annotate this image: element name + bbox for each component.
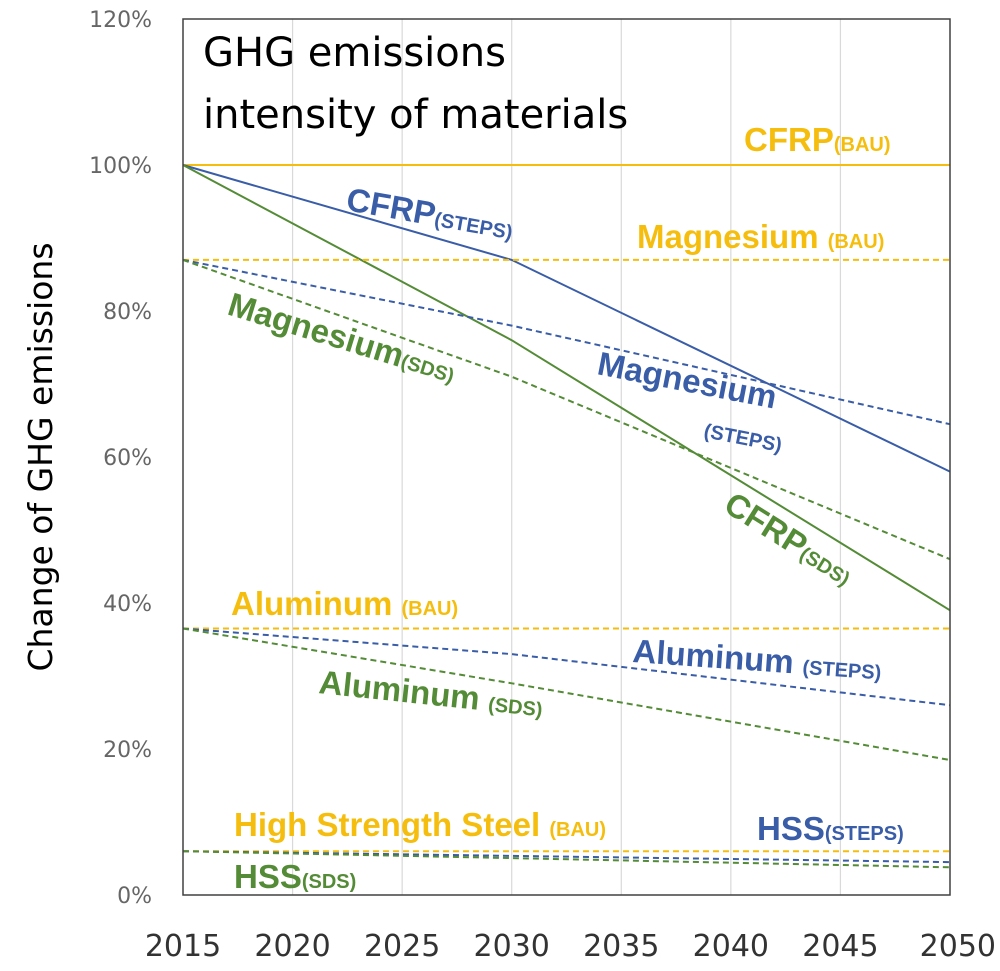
series-line-hss-steps	[182, 850, 951, 864]
label-hss-sds: HSS(SDS)	[234, 858, 356, 895]
x-tick-label-2030: 2030	[474, 929, 550, 964]
x-tick-labels: 2015 2020 2025 2030 2035 2040 2045 2050	[145, 929, 996, 964]
y-axis-label: Change of GHG emissions	[21, 242, 60, 671]
y-tick-label-80: 80%	[103, 300, 152, 325]
x-tick-label-2015: 2015	[145, 929, 221, 964]
y-tick-label-100: 100%	[89, 154, 152, 179]
plot-frame	[182, 18, 951, 896]
y-tick-label-20: 20%	[103, 738, 152, 763]
y-tick-label-0: 0%	[117, 884, 152, 909]
y-tick-label-60: 60%	[103, 446, 152, 471]
y-tick-labels: 0% 20% 40% 60% 80% 100% 120%	[89, 8, 152, 909]
label-magnesium-sds: Magnesium(SDS)	[224, 285, 461, 389]
label-cfrp-sds: CFRP(SDS)	[718, 485, 860, 593]
series-line-cfrp-steps	[182, 164, 951, 473]
label-high-strength-steel-bau: High Strength Steel (BAU)	[234, 806, 606, 843]
x-tick-label-2045: 2045	[802, 929, 878, 964]
chart-title-line-2: intensity of materials	[203, 92, 628, 138]
y-tick-label-120: 120%	[89, 8, 152, 33]
series-line-aluminum-steps	[182, 627, 951, 707]
series-line-aluminum-sds	[182, 627, 951, 761]
label-aluminum-sds: Aluminum (SDS)	[317, 663, 545, 723]
label-magnesium-steps: Magnesium	[595, 345, 780, 416]
series-line-magnesium-steps	[182, 258, 951, 426]
x-tick-label-2035: 2035	[583, 929, 659, 964]
chart-title-line-1: GHG emissions	[203, 30, 506, 76]
label-aluminum-steps: Aluminum (STEPS)	[632, 632, 883, 686]
x-tick-label-2020: 2020	[254, 929, 330, 964]
series-line-cfrp-sds	[182, 164, 951, 612]
y-tick-label-40: 40%	[103, 592, 152, 617]
label-hss-steps: HSS(STEPS)	[757, 810, 904, 847]
series-line-hss-sds	[182, 850, 951, 869]
label-cfrp-bau: CFRP(BAU)	[744, 121, 891, 158]
x-tick-label-2025: 2025	[364, 929, 440, 964]
series-line-magnesium-sds	[182, 258, 951, 561]
label-magnesium-bau: Magnesium (BAU)	[637, 218, 884, 255]
label-magnesium-steps-scenario: (STEPS)	[702, 420, 784, 457]
x-tick-label-2040: 2040	[693, 929, 769, 964]
label-aluminum-bau: Aluminum (BAU)	[231, 585, 458, 622]
series-lines	[182, 164, 951, 869]
x-tick-label-2050: 2050	[920, 929, 996, 964]
